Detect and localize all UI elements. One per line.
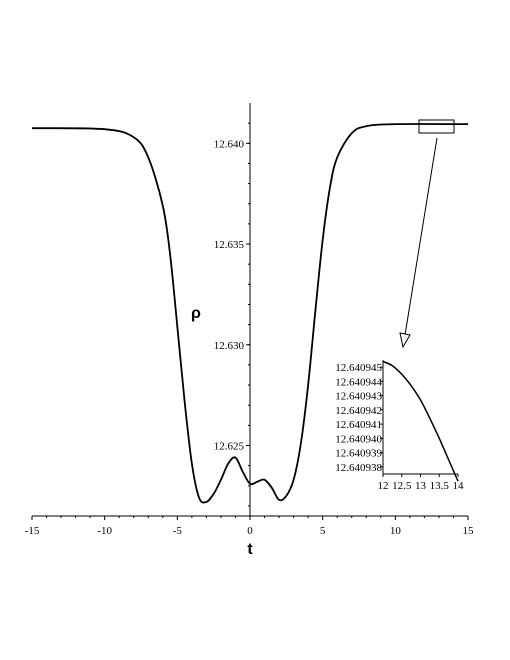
inset-x-tick-label: 14 <box>453 480 465 492</box>
inset-y-tick-label: 12.640939 <box>335 448 382 460</box>
inset-y-tick-label: 12.640941 <box>335 419 382 431</box>
zoom-box <box>418 119 455 134</box>
inset-x-tick-label: 13.5 <box>430 480 450 492</box>
x-tick-label: 0 <box>247 525 253 537</box>
inset-y-ticks: 12.640945 12.640944 12.640943 12.640942 12.6… <box>335 362 383 474</box>
inset-x-ticks: 12 12.5 13 13.5 14 <box>378 474 465 492</box>
zoom-arrow <box>404 137 438 336</box>
x-tick-label: -5 <box>173 525 183 537</box>
inset-y-tick-label: 12.640944 <box>335 376 382 388</box>
zoom-arrowhead <box>399 332 411 349</box>
x-tick-label: -10 <box>97 525 112 537</box>
inset-y-tick-label: 12.640945 <box>335 362 382 374</box>
inset-y-tick-label: 12.640938 <box>335 462 382 474</box>
x-tick-label: 10 <box>390 525 402 537</box>
inset-x-tick-label: 13 <box>415 480 427 492</box>
y-tick-label: 12.635 <box>214 239 245 251</box>
inset-y-tick-label: 12.640940 <box>335 433 382 445</box>
inset-x-tick-label: 12 <box>378 480 389 492</box>
inset-y-tick-label: 12.640943 <box>335 391 382 403</box>
y-ticks: 12.625 12.630 12.635 12.640 <box>214 122 250 507</box>
inset-series-line <box>382 360 459 482</box>
y-tick-label: 12.625 <box>214 440 245 452</box>
inset-x-tick-label: 12.5 <box>392 480 412 492</box>
x-tick-label: -15 <box>25 525 40 537</box>
inset-y-tick-label: 12.640942 <box>335 405 382 417</box>
x-tick-label: 15 <box>463 525 475 537</box>
x-ticks: -15 -10 -5 0 5 10 15 <box>25 516 474 537</box>
y-tick-label: 12.630 <box>214 340 245 352</box>
x-axis-label: t <box>247 541 253 558</box>
y-axis-label: ρ <box>191 305 201 322</box>
x-tick-label: 5 <box>320 525 326 537</box>
y-tick-label: 12.640 <box>214 138 245 150</box>
series-line <box>31 123 469 504</box>
